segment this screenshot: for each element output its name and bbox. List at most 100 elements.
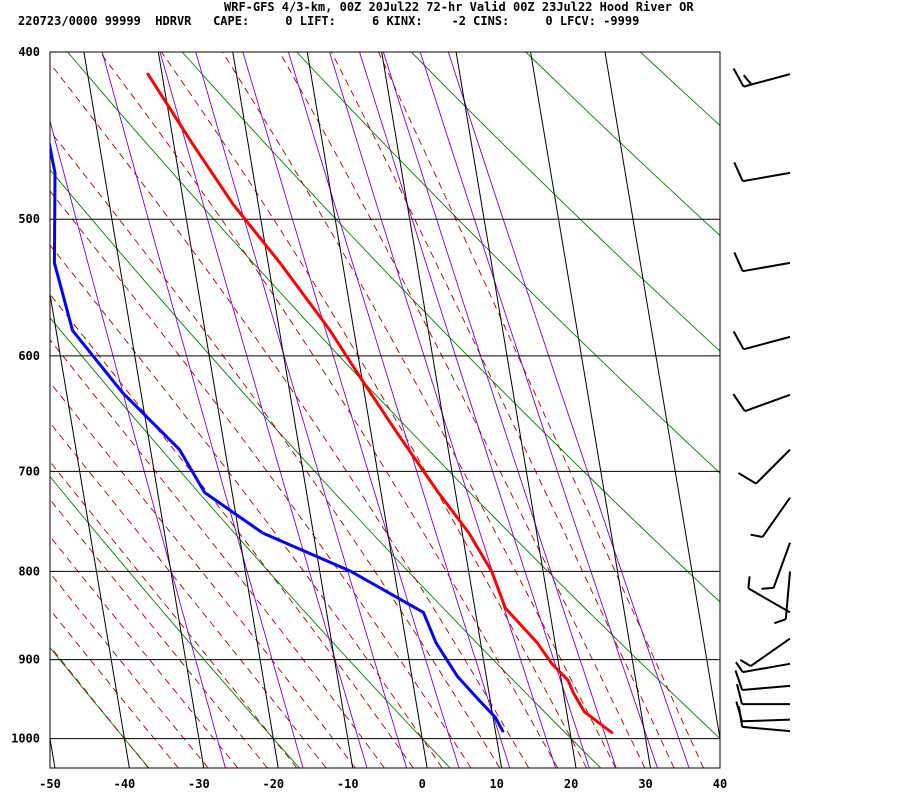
wind-barb [732, 68, 791, 88]
barb-flag [733, 161, 744, 182]
wind-barb [733, 161, 791, 183]
barb-flag [732, 393, 746, 412]
mixing-ratio-line [382, 52, 617, 768]
dry-adiabat [296, 52, 720, 474]
barb-staff [743, 335, 791, 351]
wind-barb [733, 251, 791, 273]
wind-barb [732, 330, 791, 351]
wind-barb [739, 637, 791, 667]
mixing-ratio-line [159, 52, 368, 768]
barb-staff [742, 662, 791, 674]
isotherm [232, 52, 354, 768]
wind-barb [734, 670, 791, 691]
dry-adiabat [50, 317, 451, 768]
barb-staff [742, 171, 791, 183]
barb-staff [742, 725, 791, 733]
dewpoint-line [50, 139, 505, 733]
y-tick-label: 1000 [11, 732, 40, 746]
x-tick-label: 20 [564, 777, 578, 791]
isotherm [306, 52, 428, 768]
y-tick-label: 900 [18, 653, 40, 667]
isotherm [157, 52, 279, 768]
isotherm [50, 291, 130, 768]
wind-barb [736, 683, 791, 706]
isotherm [381, 52, 503, 768]
moist-adiabat [279, 52, 646, 768]
barb-flag [737, 706, 744, 728]
wind-barb [750, 497, 791, 538]
barb-flag [732, 330, 745, 350]
temperature-line [146, 72, 614, 735]
moist-adiabat [50, 190, 472, 768]
moist-adiabat [99, 52, 558, 768]
wind-barb [737, 706, 791, 733]
dry-adiabat [410, 52, 720, 352]
moist-adiabat [50, 293, 414, 768]
moist-adiabat [50, 244, 443, 768]
series-layer [50, 72, 614, 735]
barb-flag [736, 683, 743, 705]
barb-staff [750, 637, 791, 667]
moist-adiabat [50, 498, 268, 768]
barb-staff [742, 684, 791, 691]
mixing-ratio-line [329, 52, 557, 768]
barb-flag [732, 68, 745, 88]
barb-staff [755, 448, 791, 485]
x-tick-label: 40 [713, 777, 727, 791]
mixing-ratio-line [287, 52, 511, 768]
y-tick-label: 400 [18, 45, 40, 59]
dry-adiabat [67, 52, 720, 740]
barb-flag [774, 618, 787, 625]
wind-barb [735, 661, 791, 674]
moist-adiabat [222, 52, 617, 768]
x-tick-label: 10 [489, 777, 503, 791]
mixing-ratio-line [419, 52, 658, 768]
isotherm [455, 52, 577, 768]
moist-adiabat [50, 422, 327, 768]
wind-barb [732, 393, 791, 413]
barb-flag [747, 576, 751, 589]
dry-adiabat [640, 52, 720, 127]
wind-barb [761, 542, 791, 590]
barb-staff [742, 261, 791, 273]
barb-staff [741, 718, 791, 723]
dry-adiabat [525, 52, 720, 237]
barb-flag [737, 472, 757, 485]
mixing-ratio-line [447, 52, 690, 768]
barb-staff [761, 497, 791, 538]
y-tick-label: 700 [18, 464, 40, 478]
barb-flag [735, 661, 744, 673]
moist-adiabat [50, 130, 501, 768]
mixing-ratio-line [101, 52, 304, 768]
moist-adiabat [50, 461, 298, 768]
y-tick-label: 800 [18, 564, 40, 578]
y-tick-label: 600 [18, 349, 40, 363]
wind-barbs [732, 68, 791, 733]
sounding-indices: 220723/0000 99999 HDRVR CAPE: 0 LIFT: 6 … [18, 14, 640, 28]
x-tick-label: -40 [114, 777, 136, 791]
barb-flag [761, 586, 774, 590]
chart-header: WRF-GFS 4/3-km, 00Z 20Jul22 72-hr Valid … [0, 0, 900, 32]
tick-labels: 400 500 600 700 800 900 1000 -50 -40 -30 -20 -10 0 10… [11, 45, 727, 791]
moist-adiabat [378, 52, 704, 768]
x-tick-label: 0 [419, 777, 426, 791]
x-tick-label: -10 [337, 777, 359, 791]
x-tick-label: -20 [262, 777, 284, 791]
barb-flag [733, 251, 744, 272]
grid [49, 51, 721, 769]
x-tick-label: -50 [39, 777, 61, 791]
dry-adiabat [50, 475, 300, 768]
wind-barb [737, 448, 791, 485]
background-lines [50, 52, 900, 768]
chart-title: WRF-GFS 4/3-km, 00Z 20Jul22 72-hr Valid … [224, 0, 694, 14]
moist-adiabat [50, 62, 530, 768]
moist-adiabat [50, 339, 385, 768]
y-tick-label: 500 [18, 212, 40, 226]
mixing-ratio-line [195, 52, 408, 768]
dry-adiabat [50, 169, 602, 768]
dry-adiabat [181, 52, 720, 603]
barb-flag [742, 74, 753, 86]
dry-adiabat [755, 52, 900, 768]
moist-adiabat [50, 381, 356, 768]
